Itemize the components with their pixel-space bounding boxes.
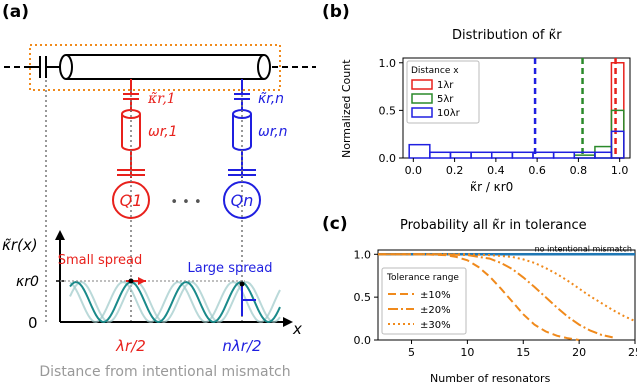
panel-c-title: Probability all κ̃r in tolerance — [400, 218, 587, 233]
y-tick-label: 0.0 — [354, 334, 372, 347]
plot-frame — [377, 249, 636, 341]
wave-shifted-a — [69, 280, 281, 324]
wave-main — [69, 280, 281, 324]
tick-lambda-half: λr/2 — [115, 337, 146, 355]
panel-label-c: (c) — [322, 214, 348, 234]
qubit-1-label: Q1 — [120, 191, 143, 210]
histogram-bar — [408, 143, 431, 159]
legend-box — [381, 267, 467, 335]
histogram-bar — [594, 151, 613, 159]
plot-zero-label: 0 — [28, 314, 38, 332]
x-tick-label: 0.6 — [528, 164, 546, 177]
panel-b-ylabel: Normalized Count — [340, 59, 353, 158]
histogram-bar — [449, 151, 472, 159]
histogram-bar — [552, 151, 576, 159]
legend-swatch — [411, 93, 433, 104]
legend: Distance x 1λr 5λr 10λr — [406, 60, 480, 124]
x-tick-label: 20 — [572, 346, 586, 359]
kappa-r1-label: κ̃r,1 — [147, 91, 176, 107]
x-tick-label: 0.8 — [570, 164, 588, 177]
legend-label: 1λr — [437, 80, 454, 91]
plot-ylabel: κ̃r(x) — [2, 236, 38, 254]
y-tick-label: 1.0 — [379, 57, 397, 70]
x-tick-label: 0.4 — [487, 164, 505, 177]
wave-shifted-b — [69, 280, 281, 324]
x-tick-label: 0.0 — [405, 164, 423, 177]
panel-b-title: Distribution of κ̃r — [452, 28, 562, 43]
panel-a-caption: Distance from intentional mismatch — [39, 364, 290, 380]
legend-label: ±20% — [420, 305, 451, 316]
small-spread-label: Small spread — [58, 253, 143, 268]
mismatch-plot — [55, 230, 293, 327]
feedline-highlight-box — [29, 44, 281, 91]
panel-b-xlabel: κ̃r / κr0 — [470, 180, 514, 194]
omega-rn-label: ωr,n — [258, 124, 288, 140]
series-line — [378, 253, 580, 341]
distribution-chart: 0.0 0.2 0.4 0.6 0.8 1.0 0.0 0.5 1.0 Distance x 1λr… — [379, 57, 631, 177]
probability-chart: no intentional mismatch 5 10 15 20 25 0.0 0.5 1.… — [354, 244, 637, 359]
feedline-cylinder — [66, 54, 264, 80]
panel-label-a: (a) — [2, 2, 30, 22]
series-line — [378, 253, 613, 339]
legend-label: 5λr — [437, 94, 454, 105]
histogram-bar — [511, 151, 534, 159]
legend-label: ±30% — [420, 320, 451, 331]
legend: Tolerance range ±10% ±20% ±30% — [381, 267, 467, 335]
legend-swatch — [411, 107, 433, 118]
histogram-bar — [429, 151, 452, 159]
kappa-rn-label: κ̃r,n — [258, 91, 284, 107]
histogram-bar — [610, 130, 625, 159]
legend-label: ±10% — [420, 290, 451, 301]
y-tick-label: 1.0 — [354, 248, 372, 261]
x-tick-label: 5 — [408, 346, 415, 359]
legend-title: Distance x — [411, 66, 459, 76]
x-tick-label: 25 — [628, 346, 637, 359]
x-tick-label: 10 — [460, 346, 474, 359]
panel-c-xlabel: Number of resonators — [430, 372, 551, 385]
tick-n-lambda-half: nλr/2 — [222, 337, 261, 355]
legend-label: 10λr — [437, 108, 461, 119]
legend-swatch — [411, 79, 433, 90]
x-tick-label: 15 — [516, 346, 530, 359]
panel-a-schematic: κ̃r,1 κ̃r,n ωr,1 ωr,n Q1 Qn • • • κ̃r(x)… — [2, 44, 316, 380]
histogram-bar — [610, 109, 625, 159]
legend-title: Tolerance range — [386, 273, 459, 283]
x-tick-label: 0.2 — [446, 164, 464, 177]
panel-label-b: (b) — [322, 2, 350, 22]
omega-r1-label: ωr,1 — [148, 124, 178, 140]
no-mismatch-label: no intentional mismatch — [535, 244, 632, 253]
qubit-n-label: Qn — [231, 191, 254, 210]
y-tick-label: 0.0 — [379, 152, 397, 165]
histogram-bar — [490, 151, 514, 159]
ellipsis-dots: • • • — [170, 195, 201, 210]
large-spread-label: Large spread — [187, 261, 272, 276]
y-tick-label: 0.5 — [354, 291, 372, 304]
kappa-r0-label: κr0 — [16, 274, 39, 290]
histogram-bar — [470, 151, 493, 159]
x-tick-label: 1.0 — [611, 164, 629, 177]
y-tick-label: 0.5 — [379, 104, 397, 117]
plot-xlabel: x — [292, 320, 302, 338]
